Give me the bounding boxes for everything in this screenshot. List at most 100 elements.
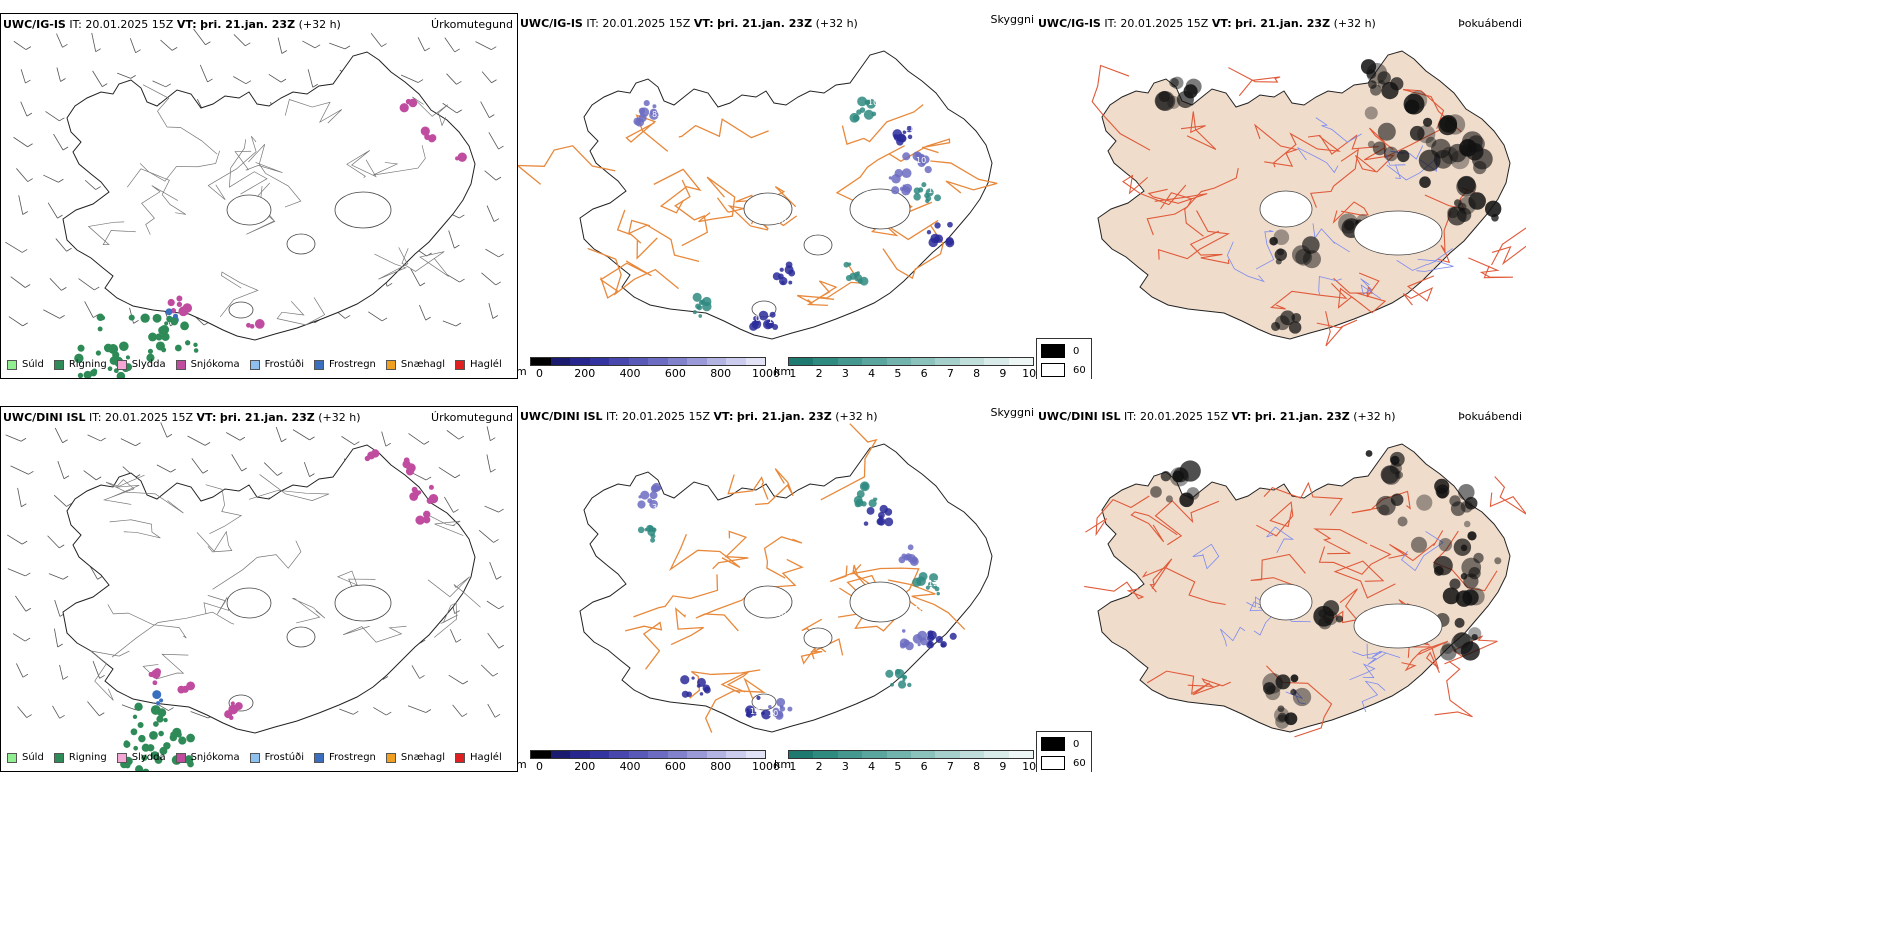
- wind-barb-flag: [382, 676, 389, 680]
- precip-cell: [142, 768, 150, 771]
- wind-barb: [7, 568, 26, 577]
- wind-barb-flag: [205, 41, 211, 46]
- colorbar-cell: [687, 358, 707, 365]
- road: [1310, 148, 1359, 208]
- wind-barb: [444, 496, 454, 513]
- road: [674, 179, 709, 247]
- wind-barb: [475, 41, 492, 51]
- wind-barb: [54, 427, 63, 443]
- wind-barb-flag: [102, 83, 108, 87]
- river: [1366, 643, 1387, 665]
- terrain-line: [234, 150, 283, 173]
- wind-barb-flag: [28, 470, 34, 475]
- fog-cell: [1484, 200, 1502, 218]
- precip-cell: [186, 681, 196, 691]
- low-visibility-cell: [640, 490, 650, 500]
- fog-cell: [1292, 687, 1312, 707]
- low-visibility-cell: [863, 109, 874, 120]
- fog-cell: [1158, 90, 1170, 103]
- river: [1192, 543, 1220, 570]
- low-visibility-cell: [949, 632, 957, 640]
- fog-cell: [1449, 495, 1461, 507]
- wind-barb-flag: [494, 713, 501, 718]
- wind-barb: [43, 309, 60, 319]
- road: [1146, 670, 1221, 696]
- fog-cell: [1494, 557, 1502, 565]
- colorbar-tick-label: 6: [920, 367, 928, 379]
- fog-cell: [1263, 682, 1276, 695]
- wind-barb-flag: [493, 218, 500, 222]
- low-visibility-cell: [915, 152, 920, 158]
- colorbar-tick-label: 1: [789, 760, 797, 772]
- precip-cell: [364, 455, 371, 462]
- precip-cell: [146, 353, 155, 362]
- wind-barb: [480, 101, 490, 118]
- terrain-line: [102, 479, 140, 505]
- road: [1250, 553, 1306, 587]
- river: [1352, 650, 1401, 659]
- fog-cell: [1377, 71, 1391, 85]
- terrain-line: [292, 597, 326, 624]
- precip-cell: [158, 730, 164, 737]
- terrain-lines: [90, 474, 481, 701]
- low-visibility-cell: [899, 642, 906, 649]
- wind-barb-flag: [344, 315, 351, 319]
- precip-cell: [420, 126, 430, 136]
- colorbar-cell: [609, 358, 629, 365]
- wind-barb-flag: [168, 707, 174, 711]
- wind-barb: [370, 32, 382, 47]
- road: [1316, 311, 1358, 347]
- glacier: [286, 626, 316, 648]
- low-visibility-cell: [927, 641, 933, 647]
- fog-cell: [1466, 587, 1485, 606]
- road: [727, 474, 769, 500]
- panel-header: UWC/IG-IS IT: 20.01.2025 15Z VT: þri. 21…: [520, 17, 858, 30]
- wind-barb: [231, 454, 243, 472]
- terrain-line: [401, 248, 449, 277]
- wind-barb: [275, 426, 282, 442]
- wind-barb: [16, 663, 24, 678]
- colorbar-cell: [886, 751, 912, 758]
- low-visibility-cell: [877, 517, 886, 526]
- low-visibility-cell: [945, 238, 955, 248]
- fog-cell: [1468, 627, 1482, 641]
- colorbar-cell: [1008, 358, 1034, 365]
- wind-barb: [53, 494, 67, 507]
- precip-cell: [228, 704, 239, 715]
- wind-barb-flag: [498, 644, 504, 649]
- road: [1091, 64, 1151, 151]
- fog-cell: [1451, 632, 1474, 655]
- visibility-value-label: 10: [916, 156, 926, 165]
- glacier: [1259, 190, 1313, 228]
- low-visibility-cell: [775, 711, 784, 720]
- low-visibility-cell: [695, 303, 701, 310]
- fog-cell: [1425, 136, 1437, 148]
- road: [841, 104, 924, 145]
- precip-cell: [170, 317, 179, 326]
- road: [1333, 560, 1396, 599]
- colorbar-tick-label: 2: [815, 760, 823, 772]
- fog-cell: [1365, 450, 1373, 457]
- low-visibility-cell: [884, 517, 894, 527]
- low-visibility-cell: [902, 130, 907, 134]
- road: [889, 138, 951, 162]
- colorbar-cell: [628, 358, 648, 365]
- colorbar-cell: [959, 358, 985, 365]
- colorbar-cell: [984, 358, 1009, 365]
- wind-barb: [117, 72, 131, 79]
- wind-barb: [92, 70, 103, 87]
- road: [763, 536, 803, 579]
- colorbar-strip: [530, 750, 766, 759]
- colorbar-cell: [726, 358, 746, 365]
- visibility-value-label: 10: [768, 316, 778, 325]
- wind-barb-flag: [385, 442, 392, 447]
- precip-cell: [150, 705, 161, 715]
- legend-item: Snjókoma: [175, 359, 240, 370]
- low-visibility-cell: [638, 113, 647, 123]
- precip-cell: [100, 315, 106, 321]
- precip-cell: [176, 301, 183, 308]
- fog-cell: [1291, 312, 1302, 323]
- colorbar-cell: [687, 751, 707, 758]
- wind-barb-flag: [99, 674, 105, 679]
- wind-barb: [302, 40, 316, 49]
